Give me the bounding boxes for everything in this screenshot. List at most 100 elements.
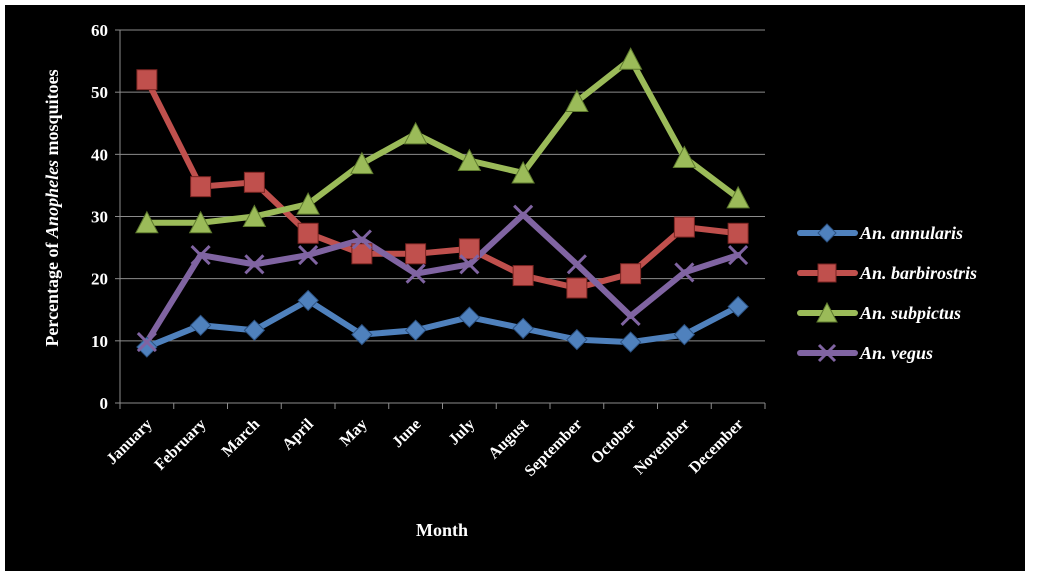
point-marker [566, 328, 588, 351]
point-marker [242, 204, 267, 227]
y-tick-label: 20 [91, 270, 108, 289]
marker-stroke [728, 244, 749, 266]
series-lines [143, 56, 742, 351]
point-marker [351, 243, 373, 265]
series-markers-group [136, 69, 749, 299]
point-marker [512, 265, 534, 287]
y-tick-label: 50 [91, 83, 108, 102]
point-marker [296, 191, 320, 215]
legend-item: An. subpictus [797, 301, 961, 323]
point-marker [618, 47, 643, 70]
point-marker [351, 323, 373, 346]
point-marker [190, 176, 212, 198]
marker-stroke [136, 332, 157, 353]
point-marker [817, 263, 837, 283]
point-marker [817, 223, 837, 243]
y-tick-label: 40 [91, 145, 108, 164]
point-marker [189, 314, 212, 336]
x-tick-label: October [588, 416, 640, 468]
y-tick-label: 30 [91, 208, 108, 227]
y-axis-title-part: Anopheles [42, 160, 62, 239]
point-marker [403, 121, 428, 145]
marker-stroke [244, 254, 265, 275]
point-marker [816, 301, 838, 323]
point-marker [405, 263, 426, 284]
x-tick-label: December [686, 416, 747, 477]
point-marker [243, 319, 266, 341]
series-line [143, 76, 742, 291]
x-tick-label: April [279, 415, 317, 453]
point-marker [674, 262, 695, 283]
marker-stroke [459, 254, 480, 275]
x-tick-label: May [337, 416, 371, 450]
point-marker [673, 323, 696, 346]
legend-item: An. barbirostris [797, 263, 977, 283]
series-markers-group [136, 289, 749, 358]
point-marker [457, 148, 482, 172]
legend-label: An. annularis [859, 223, 963, 243]
marker-stroke [566, 254, 587, 275]
marker-stroke [351, 229, 372, 250]
point-marker [458, 238, 480, 260]
y-tick-label: 60 [91, 21, 108, 40]
x-tick-label: August [485, 415, 532, 462]
point-marker [243, 171, 265, 193]
series-markers [135, 47, 750, 358]
point-marker [619, 331, 642, 353]
point-marker [190, 244, 211, 266]
point-marker [513, 204, 534, 225]
marker-stroke [674, 262, 695, 283]
point-marker [351, 229, 372, 250]
point-marker [565, 89, 589, 112]
point-marker [297, 222, 319, 244]
point-marker [727, 295, 749, 318]
point-marker [566, 254, 587, 275]
y-axis-title: Percentage of Anopheles mosquitoes [42, 69, 62, 346]
point-marker [817, 343, 837, 363]
x-tick-label: September [522, 416, 586, 480]
legend-label: An. vegus [859, 343, 933, 363]
point-marker [511, 160, 535, 184]
point-marker [404, 319, 427, 341]
legend: An. annularis An. barbirostris An. subpict… [797, 223, 977, 363]
point-marker [136, 332, 157, 353]
point-marker [188, 210, 213, 234]
marker-stroke [513, 204, 534, 225]
point-marker [405, 243, 427, 265]
x-tick-label: November [631, 416, 693, 478]
series-markers-group [136, 204, 749, 353]
marker-stroke [405, 263, 426, 284]
marker-stroke [817, 343, 837, 363]
point-marker [350, 151, 374, 175]
series-line [143, 56, 742, 226]
point-marker [244, 254, 265, 275]
point-marker [458, 306, 481, 328]
point-marker [297, 289, 319, 312]
point-marker [566, 277, 588, 299]
series-line [143, 297, 742, 351]
x-tick-label: February [152, 416, 210, 474]
point-marker [727, 222, 749, 244]
x-tick-label: January [103, 416, 155, 468]
point-marker [728, 244, 749, 266]
legend-item: An. annularis [797, 223, 963, 243]
y-axis-title-part: Percentage of [42, 238, 62, 347]
y-tick-label: 10 [91, 332, 108, 351]
x-axis-title: Month [416, 520, 468, 540]
point-marker [673, 216, 695, 238]
chart-frame: 0 10 20 30 40 50 60 January February March April M… [5, 5, 1025, 571]
point-marker [298, 244, 319, 266]
legend-label: An. barbirostris [859, 263, 977, 283]
y-tick-label: 0 [100, 394, 109, 413]
point-marker [512, 317, 534, 340]
x-tick-label: March [219, 416, 264, 461]
point-marker [672, 145, 697, 168]
legend-item: An. vegus [797, 343, 933, 363]
y-axis-title-part: mosquitoes [42, 69, 62, 160]
point-marker [726, 185, 750, 209]
point-marker [135, 210, 159, 234]
point-marker [620, 305, 641, 327]
series-markers-group [135, 47, 750, 234]
